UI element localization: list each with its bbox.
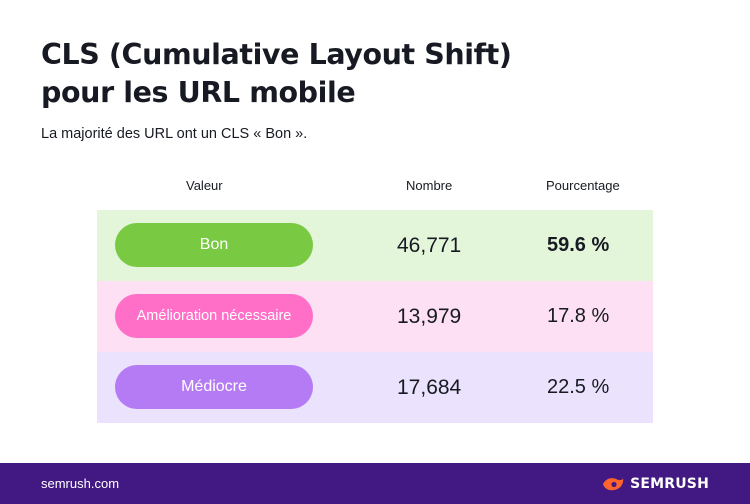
footer-bar: semrush.com SEMRUSH: [0, 463, 750, 504]
count-value: 17,684: [397, 376, 462, 399]
brand-name: SEMRUSH: [630, 475, 709, 492]
semrush-fire-icon: [602, 477, 624, 491]
column-header-valeur: Valeur: [186, 178, 223, 193]
column-header-nombre: Nombre: [406, 178, 453, 193]
status-pill: Amélioration nécessaire: [115, 294, 313, 338]
results-table: Bon 46,771 59.6 % Amélioration nécessair…: [97, 210, 653, 423]
percent-value: 59.6 %: [547, 234, 610, 256]
page-subtitle: La majorité des URL ont un CLS « Bon ».: [41, 126, 308, 142]
percent-value: 22.5 %: [547, 376, 610, 398]
table-row: Bon 46,771 59.6 %: [97, 210, 653, 281]
column-header-pourcentage: Pourcentage: [546, 178, 620, 193]
table-row: Amélioration nécessaire 13,979 17.8 %: [97, 281, 653, 352]
status-pill: Médiocre: [115, 365, 313, 409]
percent-value: 17.8 %: [547, 305, 610, 327]
page-title: CLS (Cumulative Layout Shift) pour les U…: [41, 36, 601, 112]
brand-logo: SEMRUSH: [602, 463, 709, 504]
status-pill: Bon: [115, 223, 313, 267]
page-title-line-2: pour les URL mobile: [41, 76, 356, 109]
page-title-line-1: CLS (Cumulative Layout Shift): [41, 38, 512, 71]
count-value: 13,979: [397, 305, 462, 328]
count-value: 46,771: [397, 234, 462, 257]
footer-url: semrush.com: [41, 476, 120, 491]
table-row: Médiocre 17,684 22.5 %: [97, 352, 653, 423]
